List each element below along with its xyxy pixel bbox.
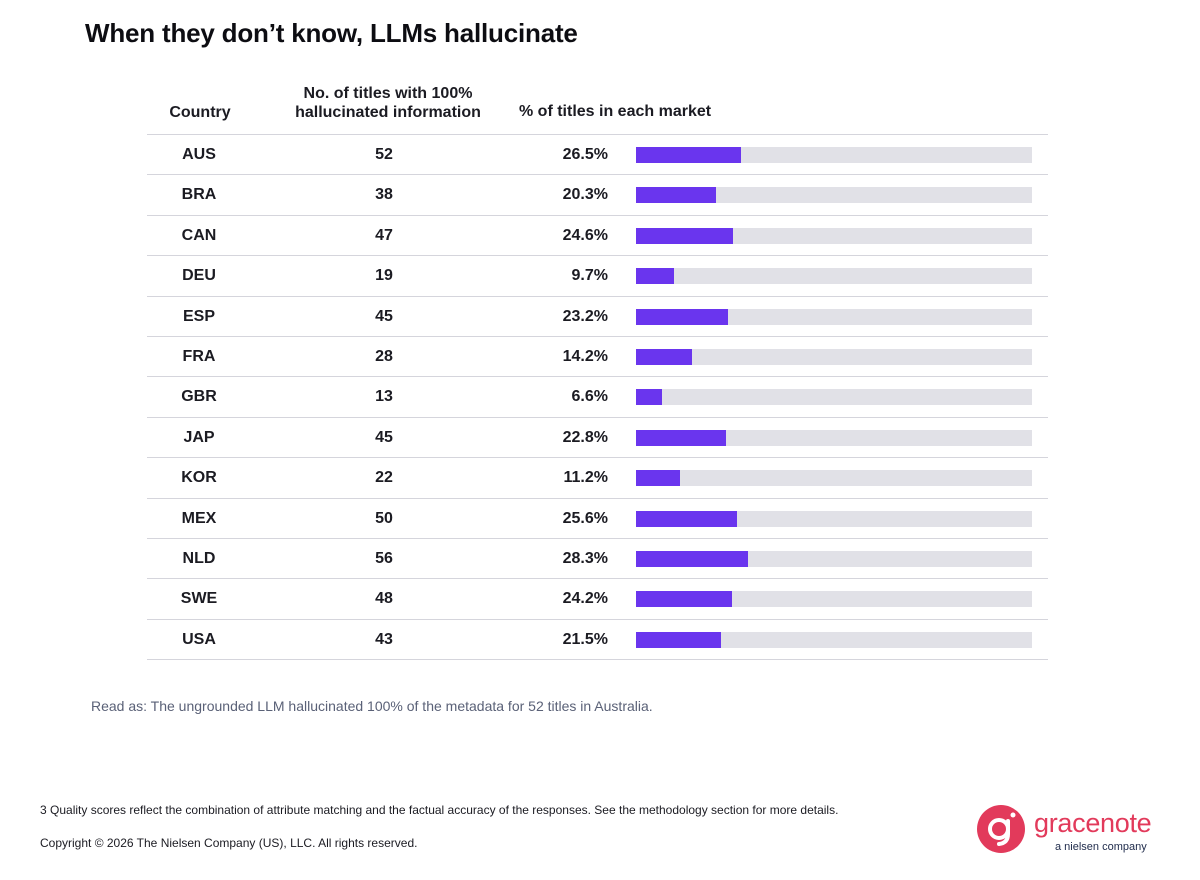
country-label: KOR [181, 469, 217, 487]
bar [636, 187, 717, 204]
bar [636, 227, 734, 244]
title-count: 52 [375, 146, 393, 163]
footnote: 3 Quality scores reflect the combination… [40, 803, 839, 817]
bar [636, 470, 681, 487]
header-title-count: No. of titles with 100% hallucinated inf… [287, 84, 489, 122]
percent-label: 28.3% [562, 549, 608, 567]
table-row: KOR 22 11.2% [147, 458, 1048, 499]
title-count: 43 [375, 630, 393, 648]
table-row: FRA 28 14.2% [147, 337, 1048, 378]
bar-track [636, 510, 1032, 527]
bar-track [636, 389, 1032, 406]
country-label: FRA [182, 347, 216, 365]
copyright: Copyright © 2026 The Nielsen Company (US… [40, 836, 418, 850]
country-label: SWE [180, 590, 218, 608]
title-count: 48 [375, 590, 393, 608]
bar [636, 429, 727, 446]
logo-wordmark: gracenote [1034, 808, 1152, 838]
title-count: 47 [375, 226, 393, 244]
bar [636, 631, 722, 648]
title-count: 13 [375, 388, 393, 406]
bar [636, 389, 663, 406]
table-body: AUS 52 26.5% BRA 38 20.3% CAN 47 24.6% DEU 19 9.7% E… [147, 134, 1048, 661]
country-label: ESP [182, 307, 215, 325]
table-row: NLD 56 28.3% [147, 539, 1048, 580]
country-label: NLD [182, 549, 216, 567]
percent-label: 6.6% [571, 388, 608, 406]
table-row: GBR 13 6.6% [147, 377, 1048, 418]
bar-track [636, 631, 1032, 648]
title-count: 19 [375, 267, 393, 285]
table-header: Country No. of titles with 100% hallucin… [147, 80, 1048, 134]
country-label: GBR [181, 388, 217, 406]
country-label: JAP [183, 428, 215, 446]
logo-tagline: a nielsen company [1055, 841, 1147, 853]
bar-track [636, 268, 1032, 285]
country-label: MEX [181, 509, 217, 527]
bar-track [636, 147, 1032, 163]
bar-track [636, 227, 1032, 244]
percent-label: 9.7% [571, 267, 608, 285]
title-count: 45 [375, 428, 393, 446]
title-count: 45 [375, 307, 393, 325]
title-count: 56 [375, 549, 393, 567]
bar [636, 268, 675, 285]
table-row: CAN 47 24.6% [147, 216, 1048, 257]
header-percent: % of titles in each market [519, 103, 712, 120]
table-row: BRA 38 20.3% [147, 175, 1048, 216]
title-count: 28 [375, 347, 393, 365]
bar-track [636, 550, 1032, 567]
hallucination-table: Country No. of titles with 100% hallucin… [147, 80, 1048, 661]
percent-label: 25.6% [562, 509, 608, 527]
header-title-count-text: No. of titles with 100% hallucinated inf… [295, 85, 481, 121]
bar [636, 147, 741, 163]
percent-label: 23.2% [562, 307, 608, 325]
percent-label: 22.8% [562, 428, 608, 446]
bar [636, 308, 728, 325]
table-row: ESP 45 23.2% [147, 297, 1048, 337]
country-label: CAN [181, 226, 217, 244]
percent-label: 21.5% [562, 630, 608, 648]
table-row: USA 43 21.5% [147, 620, 1048, 661]
country-label: BRA [181, 186, 217, 204]
country-label: USA [182, 630, 216, 648]
title-count: 50 [375, 509, 393, 527]
bar-track [636, 187, 1032, 204]
bar-track [636, 470, 1032, 487]
country-label: DEU [182, 267, 216, 285]
gracenote-logo: gracenote a nielsen company [976, 803, 1156, 859]
percent-label: 24.2% [562, 590, 608, 608]
table-row: AUS 52 26.5% [147, 135, 1048, 176]
percent-label: 26.5% [562, 146, 608, 163]
table-row: SWE 48 24.2% [147, 579, 1048, 620]
title-count: 38 [375, 186, 393, 204]
header-country: Country [169, 104, 231, 121]
table-row: JAP 45 22.8% [147, 418, 1048, 459]
page-title: When they don’t know, LLMs hallucinate [85, 18, 578, 48]
percent-label: 14.2% [562, 347, 608, 365]
read-as-note: Read as: The ungrounded LLM hallucinated… [91, 698, 653, 714]
bar-track [636, 348, 1032, 365]
percent-label: 11.2% [563, 469, 608, 487]
bar [636, 591, 732, 608]
bar-track [636, 308, 1032, 325]
percent-label: 20.3% [562, 186, 608, 204]
bar-track [636, 429, 1032, 446]
bar-track [636, 591, 1032, 608]
bar [636, 550, 749, 567]
country-label: AUS [182, 146, 216, 163]
table-row: MEX 50 25.6% [147, 499, 1048, 539]
percent-label: 24.6% [562, 226, 608, 244]
title-count: 22 [375, 469, 393, 487]
table-row: DEU 19 9.7% [147, 256, 1048, 297]
gracenote-logo-icon [977, 805, 1025, 853]
bar [636, 348, 693, 365]
bar [636, 510, 738, 527]
